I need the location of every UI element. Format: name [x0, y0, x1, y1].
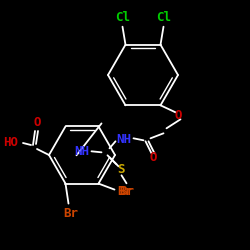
Text: S: S [118, 163, 125, 176]
Text: O: O [150, 151, 157, 164]
Text: HO: HO [4, 136, 18, 149]
Text: NH: NH [116, 133, 131, 146]
Text: Br: Br [63, 207, 78, 220]
Text: Br: Br [119, 185, 134, 198]
Text: Br: Br [117, 185, 132, 198]
Text: NH: NH [74, 145, 89, 158]
Text: O: O [175, 109, 182, 122]
Text: Cl: Cl [156, 11, 171, 24]
Text: O: O [33, 116, 41, 128]
Text: Cl: Cl [115, 11, 130, 24]
